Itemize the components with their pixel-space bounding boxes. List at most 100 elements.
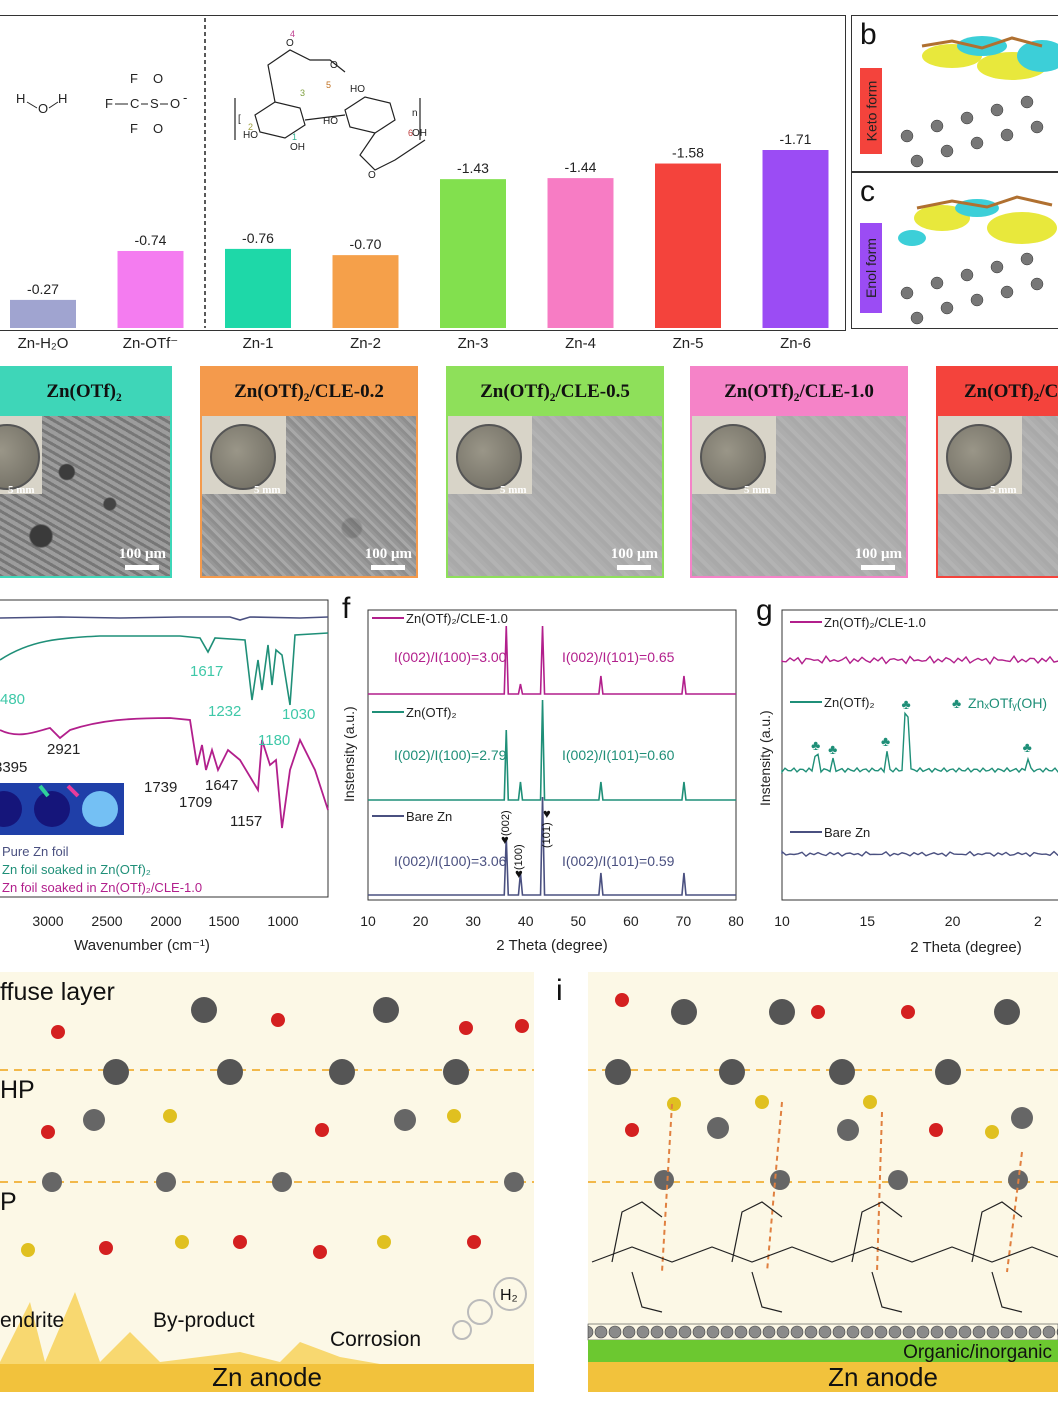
triflate-anions [667, 1095, 999, 1139]
xrd-f-tick-3: 40 [518, 913, 534, 929]
peak-label-2921: 2921 [47, 741, 80, 758]
svg-text:S: S [150, 96, 159, 111]
peak-label-1709: 1709 [179, 794, 212, 811]
xrd-g-tick-3: 2 [1034, 913, 1042, 929]
sem-card-cle-partial: Zn(OTf)₂/C 5 mm [936, 366, 1058, 578]
bar-value-label-2: -0.76 [242, 230, 274, 246]
zn-anode-h [0, 1364, 534, 1392]
diffuse-layer-label: ffuse layer [0, 978, 115, 1006]
svg-text:♥: ♥ [515, 866, 523, 881]
corrosion-label: Corrosion [330, 1328, 421, 1351]
bar-category-label-4: Zn-3 [458, 335, 489, 352]
fluorescence-photo-inset [0, 783, 124, 835]
sem-card-cle-1-0: Zn(OTf)₂/CLE-1.0 5 mm 100 μm [690, 366, 908, 578]
keto-side-label: Keto form [860, 68, 882, 154]
sem-card-title: Zn(OTf)₂/CLE-1.0 [692, 368, 906, 416]
bar-5 [547, 178, 614, 328]
xrd-g-legend-bare: Bare Zn [824, 825, 870, 840]
xrd-chart-g: g Instensity (a.u.) Zn(OTf)₂/CLE-1.0 Zn(… [756, 594, 1058, 956]
svg-text:H: H [58, 91, 67, 106]
xrd-g-series-1 [781, 711, 1058, 774]
xrd-f-ratio-labels: I(002)/I(100)=3.00 I(002)/I(101)=0.65 I(… [394, 649, 675, 869]
svg-text:I(002)/I(101)=0.60: I(002)/I(101)=0.60 [562, 747, 675, 763]
ihp-label: P [0, 1188, 17, 1216]
svg-text:OH: OH [290, 142, 305, 153]
svg-text:OH: OH [412, 128, 427, 139]
bar-7 [762, 150, 829, 328]
svg-text:♥: ♥ [501, 832, 509, 847]
peak-label-480: 480 [0, 691, 25, 708]
ftir-series-otf [0, 632, 329, 706]
xrd-g-y-label: Instensity (a.u.) [757, 710, 773, 806]
peak-label-1030: 1030 [282, 706, 315, 723]
zn-anode-h-label: Zn anode [212, 1362, 322, 1392]
byproduct-label: By-product [153, 1309, 255, 1332]
xrd-g-legend-cle: Zn(OTf)₂/CLE-1.0 [824, 615, 926, 630]
zn-anode-i [588, 1362, 1058, 1392]
sem-scale: 100 μm [611, 546, 658, 570]
svg-text:I(002)/I(100)=3.06: I(002)/I(100)=3.06 [394, 853, 507, 869]
ftir-series-cle [0, 717, 329, 829]
svg-text:3000: 3000 [32, 913, 63, 929]
zn-transport-arrows [661, 1101, 1023, 1273]
peak-label-1157: 1157 [230, 813, 262, 830]
xrd-g-axes [781, 609, 1058, 901]
bar-category-label-1: Zn-OTf⁻ [123, 335, 178, 352]
byproduct-marker-1: ♣ [828, 741, 837, 757]
photo-inset [448, 416, 532, 494]
svg-text:I(002)/I(101)=0.59: I(002)/I(101)=0.59 [562, 853, 675, 869]
xrd-f-legend-otf: Zn(OTf)₂ [406, 705, 457, 720]
water-molecule: HOH [16, 91, 67, 116]
triflate-anions [21, 1109, 461, 1257]
zn-anode-i-label: Zn anode [828, 1362, 938, 1392]
svg-text:O: O [153, 71, 163, 86]
svg-text:I(002)/I(100)=3.00: I(002)/I(100)=3.00 [394, 649, 507, 665]
svg-text:O: O [330, 60, 338, 71]
svg-text:F: F [130, 121, 138, 136]
svg-text:I(002)/I(101)=0.65: I(002)/I(101)=0.65 [562, 649, 675, 665]
xrd-f-tick-5: 60 [623, 913, 639, 929]
xrd-f-y-label: Instensity (a.u.) [341, 706, 357, 802]
sem-scale: 100 μm [855, 546, 902, 570]
xrd-f-x-label: 2 Theta (degree) [496, 937, 607, 954]
xrd-f-legend-bare: Bare Zn [406, 809, 452, 824]
bar-value-label-3: -0.70 [350, 236, 382, 252]
dendrite-label: endrite [0, 1309, 64, 1332]
bar-category-label-0: Zn-H₂O [18, 335, 69, 352]
xrd-f-x-ticks: 10 20 30 40 50 60 70 80 [360, 913, 744, 929]
inset-scale: 5 mm [254, 484, 281, 496]
bar-3 [332, 255, 399, 328]
xrd-f-tick-0: 10 [360, 913, 376, 929]
bar-value-label-4: -1.43 [457, 160, 489, 176]
xrd-g-series-0 [781, 654, 1058, 666]
xrd-f-tick-1: 20 [413, 913, 429, 929]
inset-scale: 5 mm [8, 484, 35, 496]
xrd-g-tick-2: 20 [945, 913, 961, 929]
byproduct-marker-4: ♣ [1023, 739, 1032, 755]
xrd-g-series-labels: Zn(OTf)₂/CLE-1.0 Zn(OTf)₂ Bare Zn [790, 615, 926, 840]
bar-category-label-7: Zn-6 [780, 335, 811, 352]
svg-text:-: - [183, 90, 187, 105]
xrd-f-tick-2: 30 [465, 913, 481, 929]
peak-label-1232: 1232 [208, 703, 241, 720]
svg-text:HO: HO [243, 130, 258, 141]
xrd-f-tick-6: 70 [676, 913, 692, 929]
xrd-g-tick-0: 10 [774, 913, 790, 929]
xrd-f-series-1 [368, 699, 736, 801]
peak-label-1180: 1180 [258, 732, 290, 749]
svg-text:C: C [130, 96, 139, 111]
water-molecules [41, 1013, 529, 1259]
cle-polymer-layer [591, 1201, 1058, 1313]
photo-inset [938, 416, 1022, 494]
svg-text:3: 3 [300, 88, 305, 98]
sem-card-title: Zn(OTf)₂ [0, 368, 170, 416]
svg-text:O: O [368, 170, 376, 181]
bar-0 [10, 299, 76, 328]
svg-text:6: 6 [408, 128, 413, 138]
svg-text:2000: 2000 [150, 913, 181, 929]
keto-adsorption-render [900, 36, 1058, 168]
panel-g-letter: g [756, 594, 773, 627]
svg-text:O: O [38, 101, 48, 116]
xrd-g-series-2 [781, 850, 1058, 858]
